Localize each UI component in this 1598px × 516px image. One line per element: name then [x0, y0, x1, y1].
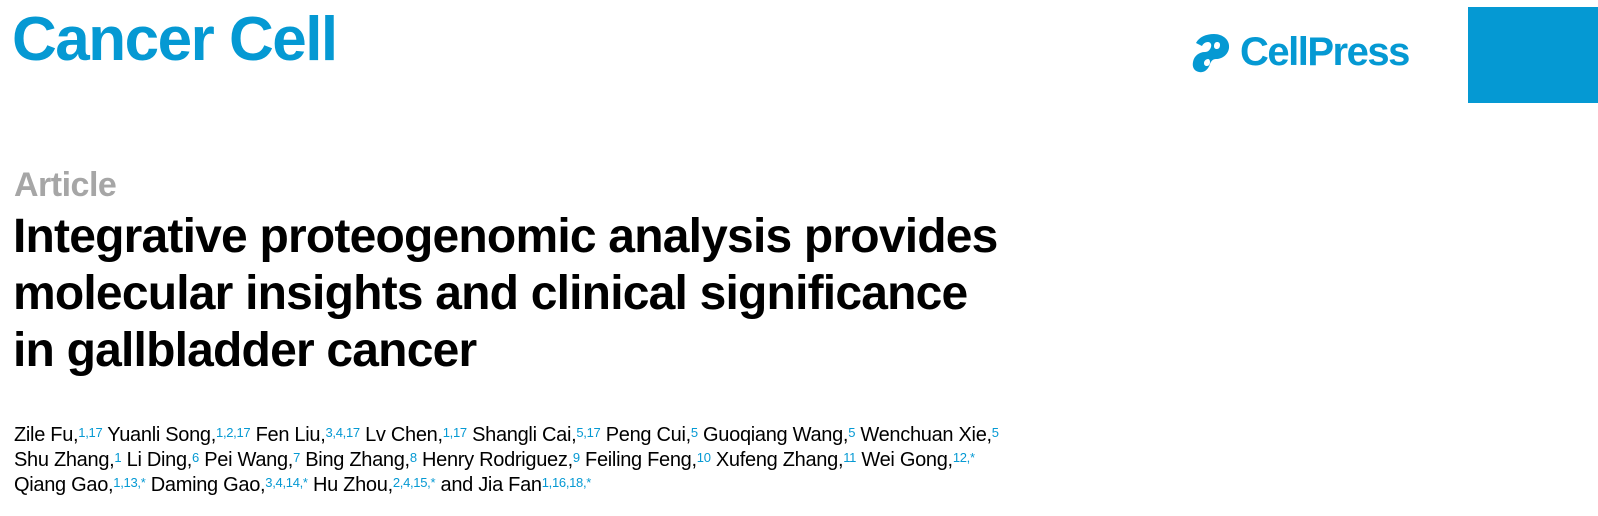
author-name[interactable]: Henry Rodriguez, [416, 449, 573, 471]
title-line: Integrative proteogenomic analysis provi… [13, 210, 998, 263]
affiliation-superscript[interactable]: 8 [409, 450, 417, 465]
author-name[interactable]: Feiling Feng, [579, 449, 697, 471]
affiliation-superscript[interactable]: 10 [696, 450, 711, 465]
author-name[interactable]: Fen Liu, [250, 424, 326, 446]
affiliation-superscript[interactable]: 5,17 [576, 425, 601, 440]
title-line: in gallbladder cancer [13, 324, 477, 377]
affiliation-superscript[interactable]: 5 [991, 425, 999, 440]
title-line: molecular insights and clinical signific… [13, 267, 968, 320]
author-line: Qiang Gao,1,13,* Daming Gao,3,4,14,* Hu … [14, 473, 999, 498]
author-name[interactable]: Zile Fu, [14, 424, 79, 446]
affiliation-superscript[interactable]: 1,2,17 [216, 425, 251, 440]
author-name[interactable]: and Jia Fan [435, 474, 543, 496]
affiliation-superscript[interactable]: 1,16,18,* [541, 475, 592, 490]
affiliation-superscript[interactable]: 7 [293, 450, 300, 465]
affiliation-superscript[interactable]: 11 [843, 450, 857, 465]
author-name[interactable]: Li Ding, [121, 449, 193, 471]
affiliation-superscript[interactable]: 12,* [952, 450, 975, 465]
author-name[interactable]: Hu Zhou, [307, 474, 393, 496]
author-line: Zile Fu,1,17 Yuanli Song,1,2,17 Fen Liu,… [14, 423, 999, 448]
author-name[interactable]: Daming Gao, [145, 474, 266, 496]
cellpress-logo-icon [1192, 33, 1230, 72]
affiliation-superscript[interactable]: 9 [572, 450, 580, 465]
affiliation-superscript[interactable]: 2,4,15,* [392, 475, 436, 490]
author-name[interactable]: Wei Gong, [856, 449, 953, 471]
author-name[interactable]: Xufeng Zhang, [710, 449, 844, 471]
affiliation-superscript[interactable]: 1,17 [442, 425, 467, 440]
affiliation-superscript[interactable]: 5 [848, 425, 856, 440]
affiliation-superscript[interactable]: 3,4,14,* [265, 475, 308, 490]
affiliation-superscript[interactable]: 1,17 [78, 425, 103, 440]
publisher-name: CellPress [1240, 30, 1410, 74]
author-name[interactable]: Wenchuan Xie, [855, 424, 992, 446]
author-list: Zile Fu,1,17 Yuanli Song,1,2,17 Fen Liu,… [14, 423, 999, 498]
affiliation-superscript[interactable]: 3,4,17 [325, 425, 360, 440]
affiliation-superscript[interactable]: 1 [114, 450, 122, 465]
author-name[interactable]: Bing Zhang, [300, 449, 410, 471]
brand-color-block [1468, 7, 1598, 103]
author-name[interactable]: Lv Chen, [359, 424, 443, 446]
author-name[interactable]: Pei Wang, [198, 449, 294, 471]
affiliation-superscript[interactable]: 6 [192, 450, 199, 465]
author-name[interactable]: Shangli Cai, [466, 424, 577, 446]
author-name[interactable]: Peng Cui, [600, 424, 691, 446]
affiliation-superscript[interactable]: 5 [690, 425, 698, 440]
affiliation-superscript[interactable]: 1,13,* [113, 475, 146, 490]
author-name[interactable]: Yuanli Song, [102, 424, 217, 446]
author-name[interactable]: Shu Zhang, [14, 449, 115, 471]
journal-name: Cancer Cell [12, 5, 338, 74]
author-name[interactable]: Qiang Gao, [14, 474, 114, 496]
article-title: Integrative proteogenomic analysis provi… [13, 208, 998, 379]
article-type: Article [14, 166, 117, 204]
author-name[interactable]: Guoqiang Wang, [697, 424, 849, 446]
publisher-logo: CellPress [1192, 30, 1410, 75]
author-line: Shu Zhang,1 Li Ding,6 Pei Wang,7 Bing Zh… [14, 448, 999, 473]
